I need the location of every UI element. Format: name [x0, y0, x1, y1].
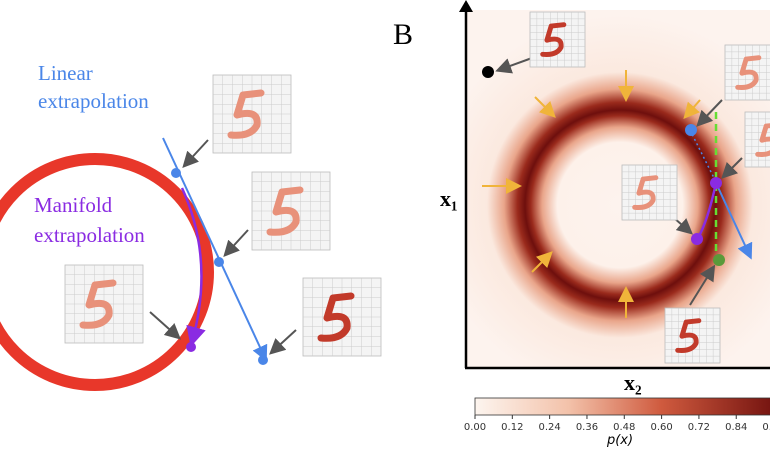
point	[691, 233, 703, 245]
manifold-label: extrapolation	[34, 223, 145, 247]
point	[258, 355, 268, 365]
linear-label: extrapolation	[38, 89, 149, 113]
colorbar-tick-label: 0.24	[539, 422, 561, 433]
linear-label: Linear	[38, 61, 93, 85]
pointer	[223, 229, 249, 257]
digit-image	[664, 307, 721, 364]
y-axis-arrow	[459, 0, 473, 12]
y-axis-label: x₁	[440, 186, 458, 211]
colorbar-tick-label: 0.84	[725, 422, 747, 433]
digit-stroke	[632, 175, 659, 210]
digit-stroke	[755, 123, 770, 157]
pointer	[149, 311, 181, 340]
digit-image	[621, 164, 678, 221]
colorbar-fill	[474, 397, 770, 416]
point	[171, 168, 181, 178]
colorbar-tick-label: 0.60	[650, 422, 672, 433]
point	[685, 124, 697, 136]
colorbar-tick-label: 0.48	[613, 422, 635, 433]
manifold-circle	[0, 153, 214, 391]
point	[710, 177, 722, 189]
manifold-path	[180, 187, 206, 347]
digit-image	[724, 44, 770, 101]
colorbar-tick-label: 0.72	[688, 422, 710, 433]
digit-stroke	[317, 292, 355, 342]
manifold-label: Manifold	[34, 193, 113, 217]
digit-stroke	[675, 318, 702, 353]
pointer	[269, 329, 297, 355]
colorbar-tick-label: 0.96	[762, 422, 770, 433]
colorbar-tick-label: 0.12	[501, 422, 523, 433]
point	[713, 254, 725, 266]
digit-stroke	[735, 55, 762, 90]
colorbar-tick-label: 0.00	[464, 422, 486, 433]
digit-stroke	[227, 89, 265, 139]
gradient-arrows	[482, 70, 701, 318]
colorbar-tick-label: 0.36	[576, 422, 598, 433]
step	[689, 129, 716, 181]
x-axis-label: x₂	[624, 370, 642, 395]
digit-image	[302, 277, 382, 357]
digit-stroke	[540, 22, 567, 57]
pointer	[182, 139, 209, 168]
digit-image	[251, 171, 331, 251]
point	[214, 257, 224, 267]
colorbar: 0.00 0.12 0.24 0.36 0.48 0.60 0.72 0.84 0.96	[464, 397, 770, 433]
density-map	[467, 10, 770, 367]
digit-image	[212, 74, 292, 154]
digit-stroke	[79, 279, 117, 329]
point	[482, 66, 494, 78]
digit-image	[529, 11, 586, 68]
digit-image	[64, 264, 144, 344]
digit-stroke	[266, 186, 304, 236]
point	[186, 342, 196, 352]
linear-step	[715, 182, 753, 260]
digit-image	[744, 111, 770, 168]
panel-letter: B	[393, 18, 413, 51]
colorbar-label: p(x)	[606, 433, 633, 448]
